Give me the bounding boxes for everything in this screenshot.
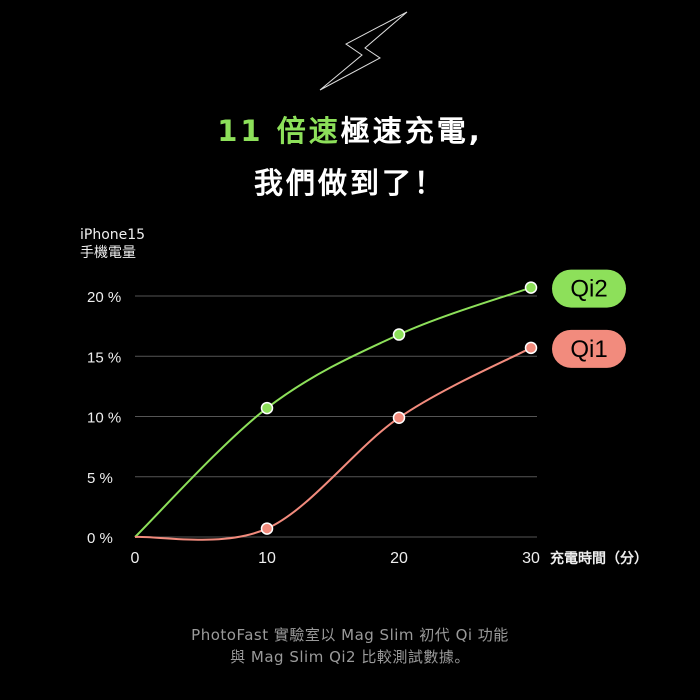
legend-label: Qi2 (570, 276, 607, 303)
footnote-line1: PhotoFast 實驗室以 Mag Slim 初代 Qi 功能 (191, 626, 509, 644)
y-tick-label: 15 % (87, 349, 121, 366)
data-point (524, 341, 538, 355)
y-tick-label: 0 % (87, 530, 113, 547)
y-tick-label: 5 % (87, 470, 113, 487)
footnote: PhotoFast 實驗室以 Mag Slim 初代 Qi 功能 與 Mag S… (0, 624, 700, 668)
data-point (260, 522, 274, 535)
legend-label: Qi1 (570, 336, 607, 363)
x-tick-label: 30 (522, 550, 540, 567)
x-tick-label: 10 (258, 550, 276, 567)
y-tick-label: 20 % (87, 289, 121, 306)
headline-line1: 11 倍速極速充電, (0, 108, 700, 150)
y-axis-label-line1: iPhone15 (80, 227, 146, 243)
legend-badge-qi1 (552, 329, 626, 368)
x-axis-label: 充電時間（分） (550, 550, 648, 567)
data-point (524, 281, 538, 294)
data-point (260, 401, 274, 415)
x-tick-label: 0 (131, 550, 140, 567)
headline-line2: 我們做到了！ (253, 166, 446, 200)
y-tick-label: 10 % (87, 410, 121, 427)
headline-rest: 極速充電, (340, 114, 483, 148)
data-point (392, 411, 406, 424)
x-tick-label: 20 (390, 550, 408, 567)
data-point (392, 328, 406, 341)
footnote-line2: 與 Mag Slim Qi2 比較測試數據。 (230, 648, 470, 666)
legend-badge-qi2 (552, 269, 626, 308)
headline-highlight: 11 倍速 (217, 114, 341, 148)
y-axis-label-line2: 手機電量 (80, 245, 136, 261)
series-line-qi1 (134, 346, 532, 541)
series-line-qi2 (134, 286, 532, 538)
